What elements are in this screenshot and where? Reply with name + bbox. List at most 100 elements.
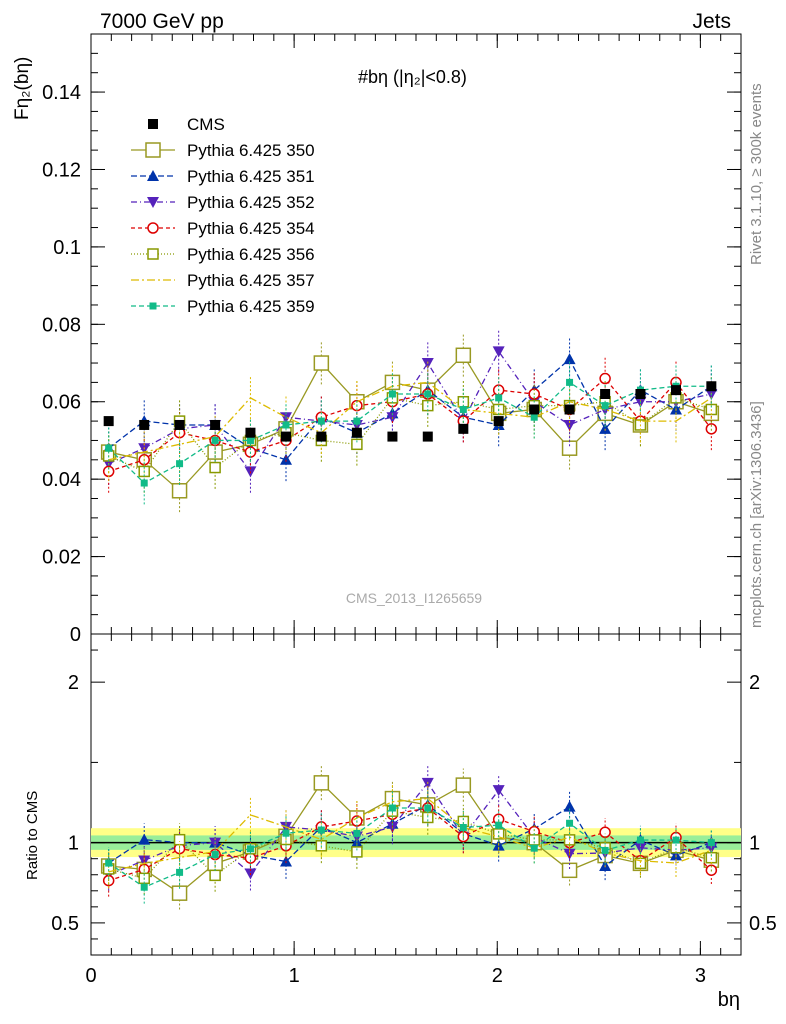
legend-label: Pythia 6.425 356 bbox=[187, 245, 315, 264]
legend-item: Pythia 6.425 357 bbox=[131, 271, 315, 290]
rivet-note: Rivet 3.1.10, ≥ 300k events bbox=[748, 83, 765, 265]
data-point bbox=[209, 869, 221, 882]
data-point bbox=[148, 119, 158, 129]
y-tick-label: 0.06 bbox=[42, 392, 81, 414]
x-tick-label: 1 bbox=[289, 965, 300, 987]
y-tick-label: 0 bbox=[70, 624, 81, 646]
data-point bbox=[424, 390, 432, 398]
ratio-tick-label: 1 bbox=[68, 833, 79, 855]
ratio-series-pythia-6-425-359 bbox=[105, 790, 715, 904]
data-point bbox=[351, 427, 362, 438]
data-point bbox=[138, 833, 151, 845]
data-point bbox=[493, 416, 504, 427]
x-tick-label: 3 bbox=[695, 965, 706, 987]
chart-title: #bη (|η₂|<0.8) bbox=[358, 67, 467, 87]
data-point bbox=[388, 390, 396, 398]
data-point bbox=[672, 836, 680, 844]
ratio-plot-frame bbox=[90, 633, 742, 956]
data-point bbox=[174, 419, 185, 430]
legend-item: Pythia 6.425 351 bbox=[131, 167, 315, 186]
data-point bbox=[313, 775, 330, 791]
x-axis-label: bη bbox=[718, 989, 740, 1011]
data-point bbox=[176, 460, 184, 468]
y-tick-label: 0.02 bbox=[42, 547, 81, 569]
data-point bbox=[424, 804, 432, 812]
data-point bbox=[599, 422, 612, 434]
data-point bbox=[459, 405, 467, 413]
legend-item: CMS bbox=[148, 115, 225, 134]
ratio-tick-label-right: 0.5 bbox=[749, 913, 777, 935]
series-line bbox=[108, 354, 712, 492]
legend-label: Pythia 6.425 359 bbox=[187, 297, 315, 316]
data-point bbox=[176, 868, 184, 876]
ratio-series-line bbox=[108, 804, 712, 867]
data-point bbox=[492, 785, 505, 797]
data-point bbox=[140, 479, 148, 487]
data-point bbox=[173, 833, 186, 846]
legend-item: Pythia 6.425 359 bbox=[131, 297, 315, 316]
data-point bbox=[351, 846, 363, 858]
data-point bbox=[147, 197, 159, 208]
y-axis-label: Fη₂(bη) bbox=[12, 57, 33, 120]
legend-item: Pythia 6.425 352 bbox=[131, 193, 315, 212]
ratio-series-layer bbox=[100, 765, 720, 910]
data-point bbox=[316, 431, 327, 442]
data-point bbox=[492, 346, 505, 358]
legend-label: Pythia 6.425 352 bbox=[187, 193, 315, 212]
ratio-tick-label: 2 bbox=[68, 672, 79, 694]
data-point bbox=[671, 385, 681, 396]
data-point bbox=[600, 389, 611, 399]
data-point bbox=[455, 777, 472, 793]
data-point bbox=[282, 829, 290, 837]
legend-item: Pythia 6.425 354 bbox=[131, 219, 315, 238]
ratio-series-line bbox=[108, 797, 712, 873]
data-point bbox=[246, 845, 254, 853]
legend-label: Pythia 6.425 357 bbox=[187, 271, 315, 290]
data-point bbox=[566, 378, 574, 386]
series-pythia-6-425-359 bbox=[105, 361, 715, 505]
y-tick-label: 0.08 bbox=[42, 314, 81, 336]
ratio-series-line bbox=[108, 807, 712, 888]
ratio-tick-label-right: 1 bbox=[749, 833, 760, 855]
data-point bbox=[281, 431, 291, 442]
data-point bbox=[459, 824, 467, 832]
x-tick-label: 0 bbox=[85, 965, 96, 987]
data-point bbox=[280, 453, 292, 465]
data-point bbox=[210, 419, 221, 430]
y-tick-label: 0.1 bbox=[53, 237, 81, 259]
legend-item: Pythia 6.425 350 bbox=[131, 141, 315, 160]
data-point bbox=[313, 355, 330, 371]
data-point bbox=[145, 142, 161, 158]
series-line bbox=[108, 381, 712, 461]
ratio-series-line bbox=[108, 781, 712, 876]
data-point bbox=[353, 829, 361, 837]
data-point bbox=[458, 423, 469, 434]
data-point bbox=[105, 859, 113, 867]
data-point bbox=[601, 402, 609, 410]
ratio-tick-label: 0.5 bbox=[51, 913, 79, 935]
data-point bbox=[139, 419, 150, 430]
ratio-tick-label-right: 2 bbox=[749, 672, 760, 694]
data-point bbox=[707, 839, 715, 847]
data-point bbox=[317, 417, 325, 425]
data-point bbox=[246, 436, 254, 444]
series-line bbox=[108, 377, 712, 473]
series-pythia-6-425-357 bbox=[108, 361, 712, 482]
header-right: Jets bbox=[692, 10, 731, 33]
series-line bbox=[108, 397, 712, 473]
data-point bbox=[495, 821, 503, 829]
data-point bbox=[280, 855, 292, 867]
data-point bbox=[211, 851, 219, 859]
data-point bbox=[353, 417, 361, 425]
data-point bbox=[282, 421, 290, 429]
data-point bbox=[563, 800, 576, 812]
series-pythia-6-425-350 bbox=[100, 334, 720, 513]
data-point bbox=[388, 804, 396, 812]
data-point bbox=[149, 302, 157, 310]
data-point bbox=[147, 170, 159, 181]
ratio-series-pythia-6-425-352 bbox=[102, 765, 718, 891]
data-point bbox=[599, 372, 611, 385]
data-point bbox=[636, 836, 644, 844]
legend-label: Pythia 6.425 351 bbox=[187, 167, 315, 186]
